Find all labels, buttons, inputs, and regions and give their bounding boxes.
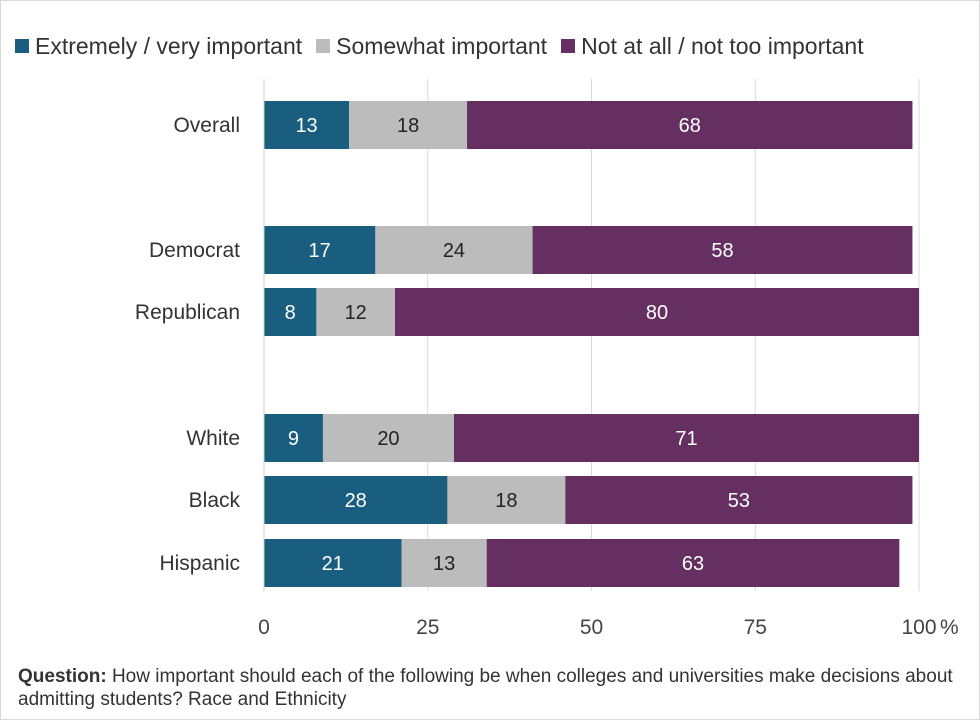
chart-caption: Question: How important should each of t… bbox=[18, 665, 968, 711]
data-label-democrat-series-0: 17 bbox=[309, 240, 331, 262]
legend-swatch-somewhat-important bbox=[316, 39, 331, 53]
category-label-democrat: Democrat bbox=[149, 239, 240, 262]
bar-democrat-series-1 bbox=[375, 226, 533, 274]
data-label-hispanic-series-2: 63 bbox=[682, 553, 704, 575]
bar-hispanic-series-1 bbox=[401, 539, 487, 587]
x-tick-label-75: 75 bbox=[744, 616, 767, 639]
category-label-white: White bbox=[186, 427, 240, 450]
data-label-white-series-1: 20 bbox=[377, 428, 399, 450]
bar-black-series-1 bbox=[447, 476, 566, 524]
legend-item-extremely-very-important: Extremely / very important bbox=[15, 33, 302, 60]
legend-label-not-important: Not at all / not too important bbox=[581, 32, 864, 59]
data-label-hispanic-series-0: 21 bbox=[322, 553, 344, 575]
stacked-bar-chart: 0 25 50 75 100 % Overall 13 18 68 Democrat 17 24 58 Re… bbox=[135, 79, 959, 639]
bar-hispanic-series-2 bbox=[486, 539, 900, 587]
bar-white-series-2 bbox=[453, 414, 919, 462]
data-label-overall-series-1: 18 bbox=[397, 115, 419, 137]
bar-democrat-series-2 bbox=[532, 226, 913, 274]
x-tick-label-50: 50 bbox=[580, 616, 603, 639]
data-label-white-series-2: 71 bbox=[675, 428, 697, 450]
data-label-overall-series-2: 68 bbox=[679, 115, 701, 137]
caption-text: How important should each of the followi… bbox=[18, 666, 953, 710]
category-label-republican: Republican bbox=[135, 301, 240, 324]
data-label-republican-series-1: 12 bbox=[345, 302, 367, 324]
category-label-black: Black bbox=[189, 489, 241, 512]
legend-label-extremely-very-important: Extremely / very important bbox=[35, 32, 303, 59]
data-label-democrat-series-1: 24 bbox=[443, 240, 465, 262]
chart-legend: Extremely / very important Somewhat impo… bbox=[15, 31, 864, 61]
bar-republican-series-1 bbox=[316, 288, 395, 336]
data-label-republican-series-2: 80 bbox=[646, 302, 668, 324]
bar-overall-series-2 bbox=[467, 101, 913, 149]
category-label-hispanic: Hispanic bbox=[159, 552, 240, 575]
bar-white-series-1 bbox=[322, 414, 454, 462]
bar-republican-series-0 bbox=[264, 288, 317, 336]
bar-black-series-0 bbox=[264, 476, 448, 524]
bar-hispanic-series-0 bbox=[264, 539, 402, 587]
bar-black-series-2 bbox=[565, 476, 913, 524]
bar-overall-series-1 bbox=[349, 101, 468, 149]
legend-swatch-extremely-very-important bbox=[15, 39, 29, 53]
legend-label-somewhat-important: Somewhat important bbox=[336, 32, 548, 59]
data-label-overall-series-0: 13 bbox=[295, 115, 317, 137]
data-label-democrat-series-2: 58 bbox=[711, 240, 733, 262]
data-label-republican-series-0: 8 bbox=[285, 302, 296, 324]
x-tick-label-100: 100 bbox=[901, 616, 936, 639]
legend-item-not-important: Not at all / not too important bbox=[561, 33, 864, 60]
data-label-black-series-0: 28 bbox=[345, 490, 367, 512]
data-label-white-series-0: 9 bbox=[288, 428, 299, 450]
category-label-overall: Overall bbox=[173, 114, 240, 137]
bar-white-series-0 bbox=[264, 414, 323, 462]
bar-republican-series-2 bbox=[395, 288, 919, 336]
legend-item-somewhat-important: Somewhat important bbox=[316, 33, 547, 60]
legend-swatch-not-important bbox=[561, 39, 576, 53]
data-label-hispanic-series-1: 13 bbox=[433, 553, 455, 575]
data-label-black-series-2: 53 bbox=[728, 490, 750, 512]
x-tick-label-25: 25 bbox=[416, 616, 439, 639]
x-tick-label-0: 0 bbox=[258, 616, 270, 639]
bar-democrat-series-0 bbox=[264, 226, 376, 274]
data-label-black-series-1: 18 bbox=[495, 490, 517, 512]
x-axis-unit: % bbox=[940, 616, 959, 639]
caption-label: Question: bbox=[18, 666, 107, 687]
bar-overall-series-0 bbox=[264, 101, 350, 149]
